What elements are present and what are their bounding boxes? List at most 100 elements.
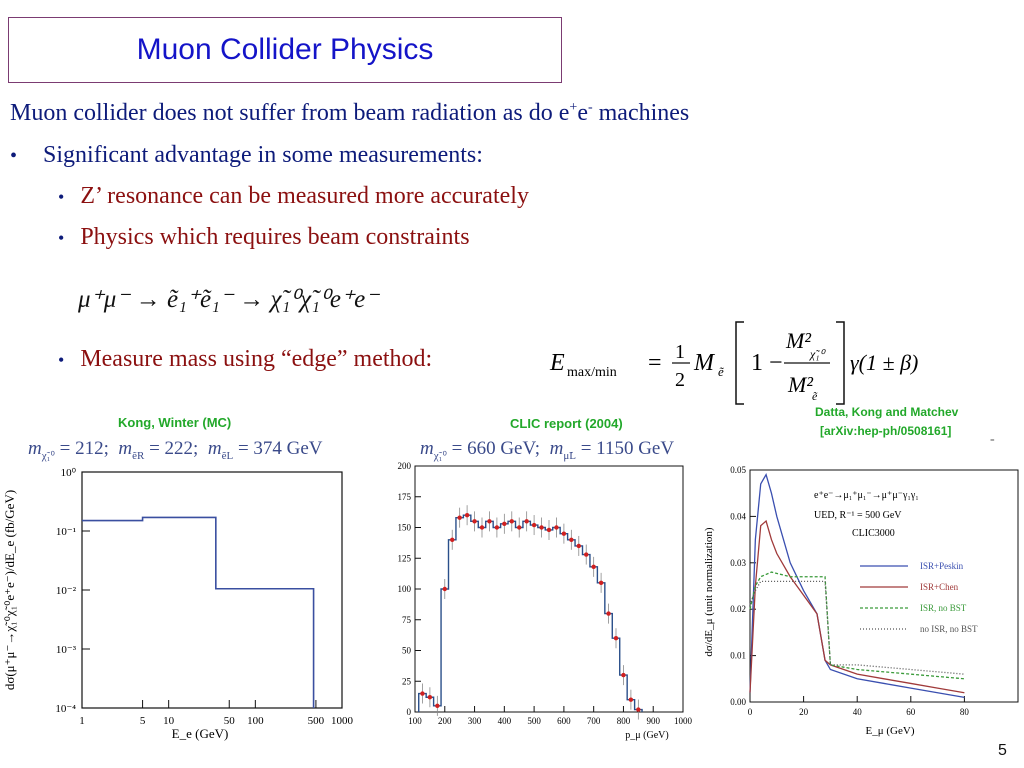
left-xtick-label: 100 — [247, 715, 264, 727]
plot-left-frame — [81, 471, 343, 709]
mid-ytick-label: 0 — [407, 707, 412, 717]
mid-ytick-label: 100 — [398, 584, 412, 594]
mid-histogram-outline — [418, 514, 643, 712]
mid-data-point — [546, 527, 552, 533]
plot-left-xlabel: E_e (GeV) — [172, 726, 229, 741]
mid-data-point — [509, 519, 514, 524]
mid-data-point — [472, 519, 477, 524]
right-ytick-label: 0.04 — [730, 511, 746, 521]
mid-ytick-label: 150 — [398, 523, 412, 533]
mid-data-point — [517, 525, 522, 530]
plot-right-params: UED, R⁻¹ = 500 GeV — [814, 510, 902, 521]
formula-equals: = — [648, 350, 662, 376]
formula-den: M² — [787, 372, 813, 397]
formula-half-num: 1 — [675, 341, 685, 363]
intro-end: machines — [592, 100, 690, 126]
mid-ytick-label: 50 — [402, 646, 412, 656]
right-legend-label: ISR+Chen — [920, 582, 959, 592]
edge-formula-graphic: E max/min = 1 2 M ẽ 1 − M² χ̃₁⁰ M² ẽ γ(1… — [549, 321, 918, 405]
mid-data-point — [598, 580, 604, 586]
bullet-1-text: Significant advantage in some measuremen… — [43, 142, 483, 168]
right-series-line — [749, 472, 965, 699]
mid-data-point — [569, 537, 574, 542]
right-ytick-label: 0.03 — [730, 558, 746, 568]
mid-ytick-label: 125 — [398, 553, 412, 563]
caption-mid-masses: mχ̃₁⁰ = 660 GeV; mμ̃L = 1150 GeV — [420, 438, 675, 462]
left-xtick-label: 500 — [308, 715, 325, 727]
mid-data-point — [494, 525, 500, 530]
plot-mid-frame — [414, 465, 684, 713]
mid-data-point — [561, 531, 567, 536]
plot-right-ylabel: dσ/dE_μ (unit normalization) — [703, 527, 715, 656]
plot-right-yticks: 0.05 0.04 0.03 0.02 0.01 0.00 — [730, 465, 756, 707]
mid-data-point — [442, 586, 447, 592]
sub-bullet-3: • Measure mass using “edge” method: — [58, 346, 432, 373]
left-xtick-label: 10 — [163, 715, 175, 727]
mid-data-point — [435, 703, 440, 709]
plot-left-yticks: 10⁰ 10⁻¹ 10⁻² 10⁻³ 10⁻⁴ — [55, 467, 90, 715]
mid-data-point — [539, 525, 544, 530]
right-ytick-label: 0.02 — [730, 604, 746, 614]
plot-mid-histogram — [418, 505, 643, 720]
sub-bullet-1-text: Z’ resonance can be measured more accura… — [80, 183, 529, 209]
left-ytick-label: 10⁰ — [61, 467, 77, 479]
svg-text:χ̃₁⁰: χ̃₁⁰ — [809, 347, 826, 361]
right-ytick-label: 0.00 — [730, 697, 746, 707]
plot-left-curve — [82, 516, 315, 708]
plot-right-xlabel: E_μ (GeV) — [866, 725, 915, 737]
mid-data-point — [591, 564, 596, 570]
bullet-1: • Significant advantage in some measureme… — [10, 142, 483, 169]
right-xtick-label: 0 — [748, 707, 753, 717]
plot-right-frame — [749, 469, 1019, 703]
mid-xtick-label: 900 — [646, 716, 660, 726]
mid-xtick-label: 1000 — [674, 716, 693, 726]
plot-mid-xlabel: p_μ (GeV) — [625, 730, 668, 741]
formula-half-den: 2 — [675, 369, 685, 391]
caption-left-credit: Kong, Winter (MC) — [118, 415, 232, 430]
mid-data-point — [457, 515, 462, 520]
caption-mid-credit: CLIC report (2004) — [510, 416, 623, 431]
left-ytick-label: 10⁻¹ — [56, 526, 76, 538]
formula-M: M — [693, 350, 716, 376]
mid-data-point — [450, 537, 455, 542]
mid-data-point — [621, 672, 626, 678]
plot-right-process: e⁺e⁻→μ₁⁺μ₁⁻→μ⁺μ⁻γ₁γ₁ — [814, 490, 919, 501]
mid-data-point — [502, 521, 507, 527]
intro-e: e — [577, 100, 588, 126]
left-xtick-label: 50 — [224, 715, 236, 727]
intro-line: Muon collider does not suffer from beam … — [10, 100, 689, 127]
slide-title-box: Muon Collider Physics — [8, 17, 562, 83]
formula-E: E — [549, 350, 565, 376]
plot-right-curves — [749, 472, 965, 699]
bullet-dot: • — [58, 350, 65, 370]
mid-ytick-label: 25 — [402, 676, 412, 686]
mid-ytick-label: 175 — [398, 492, 412, 502]
intro-sup-plus: + — [569, 100, 578, 115]
left-ytick-label: 10⁻³ — [56, 644, 77, 656]
formula-num: M² — [785, 328, 811, 353]
dash-mark: - — [990, 432, 995, 447]
mid-data-point — [606, 611, 611, 616]
left-ytick-label: 10⁻⁴ — [55, 703, 76, 715]
right-series-line — [749, 571, 965, 680]
plot-right-legend: ISR+Peskin ISR+Chen ISR, no BST no ISR, no … — [860, 561, 978, 634]
plot-mid-yticks: 200 175 150 125 100 75 50 25 0 — [398, 462, 421, 717]
reaction-equation: μ⁺μ⁻ → ẽ₁⁺ẽ₁⁻ → χ̃₁⁰χ̃₁⁰e⁺e⁻ — [78, 286, 379, 313]
mid-data-point — [524, 519, 529, 524]
right-xtick-label: 40 — [853, 707, 863, 717]
mid-xtick-label: 500 — [527, 716, 541, 726]
right-legend-label: ISR, no BST — [920, 603, 967, 613]
mid-data-point — [628, 697, 634, 702]
caption-left-masses: mχ̃₁⁰ = 212; mẽR = 222; mẽL = 374 GeV — [28, 438, 323, 462]
right-ytick-label: 0.05 — [730, 465, 746, 475]
mid-data-point — [554, 525, 559, 530]
mid-xtick-label: 700 — [587, 716, 601, 726]
mid-data-point — [613, 636, 619, 641]
caption-right-credit-1: Datta, Kong and Matchev — [815, 405, 959, 419]
bullet-dot: • — [58, 228, 65, 248]
right-legend-label: no ISR, no BST — [920, 624, 978, 634]
mid-xtick-label: 400 — [498, 716, 512, 726]
plot-right: 0.05 0.04 0.03 0.02 0.01 0.00 0 20 40 60 80 dσ/dE… — [703, 465, 1019, 737]
mid-data-point — [420, 691, 425, 696]
mid-xtick-label: 600 — [557, 716, 571, 726]
